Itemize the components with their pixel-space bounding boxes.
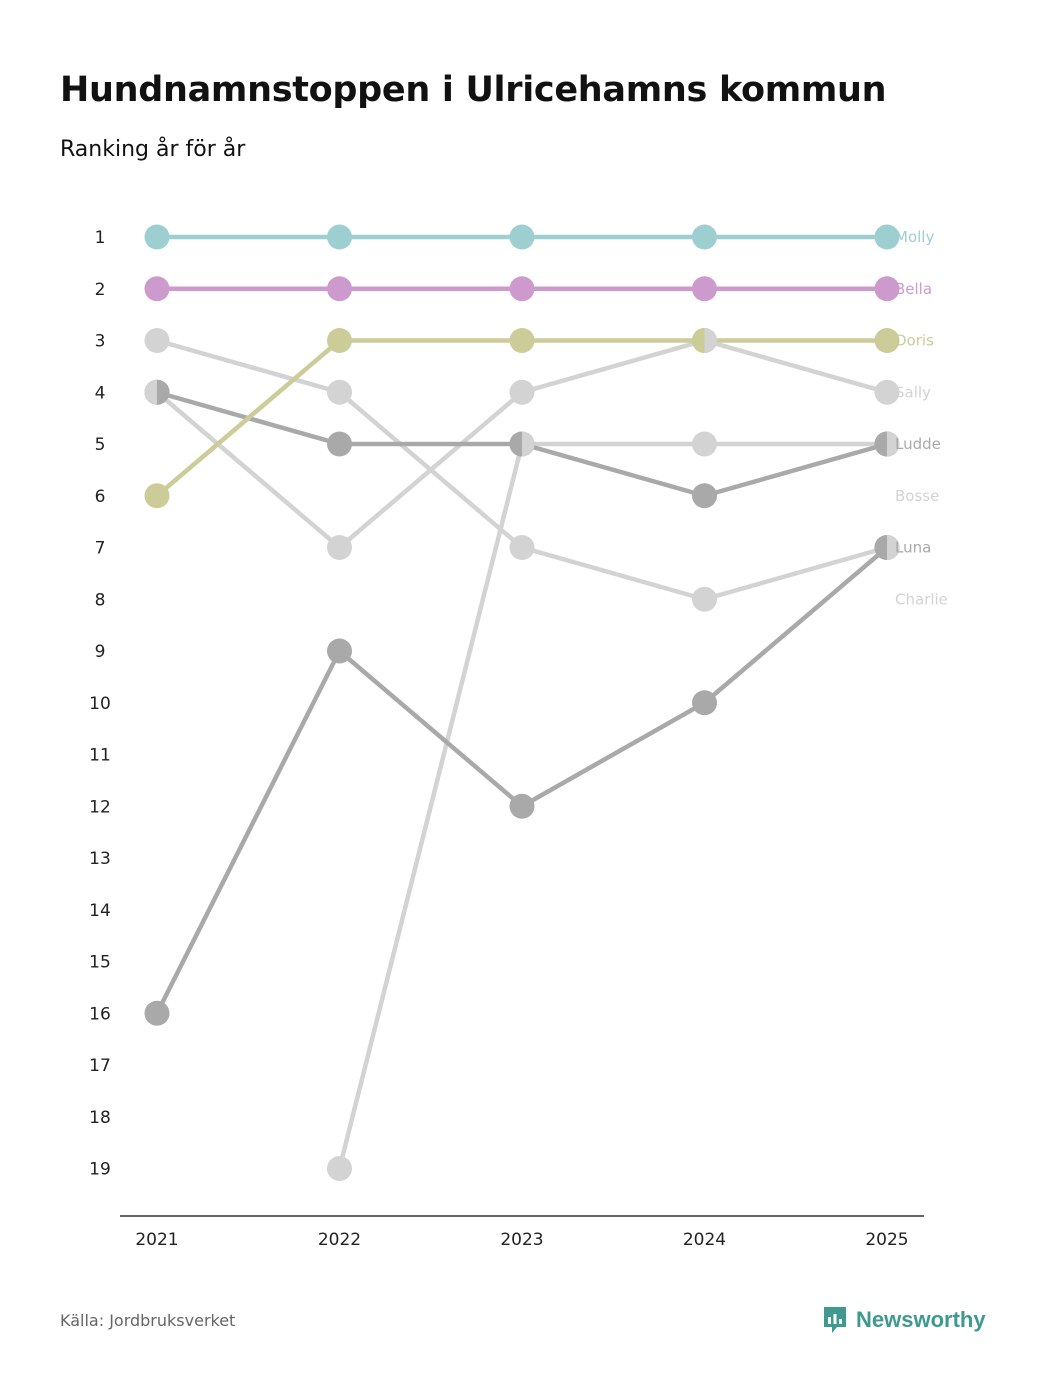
point-bella-2024 [692,276,717,302]
point-sally-2025 [874,379,900,405]
point-half-ludde-2025 [874,431,887,457]
point-half-sally-2024 [704,328,717,353]
point-half-sally-2021 [144,379,157,405]
y-tick-label: 4 [95,383,106,403]
point-half-bosse-2025 [887,431,900,457]
point-half-charlie-2025 [887,535,900,560]
series-lines [154,234,889,1170]
source-note: Källa: Jordbruksverket [60,1311,236,1330]
point-doris-2025 [874,328,900,353]
point-molly-2021 [144,224,170,250]
end-label-sally: Sally [895,383,931,401]
y-tick-label: 1 [95,228,106,248]
point-molly-2025 [874,224,900,250]
series-line-charlie [156,338,888,602]
point-half-bosse-2023 [522,431,535,457]
newsworthy-logo-icon [824,1307,846,1333]
point-charlie-2022 [327,379,352,405]
point-luna-2024 [692,690,717,716]
y-tick-label: 9 [95,642,106,662]
chart-title: Hundnamnstoppen i Ulricehamns kommun [60,70,887,110]
point-half-doris-2024 [692,328,705,353]
point-molly-2024 [692,224,717,250]
series-line-doris [155,338,887,498]
brand-name: Newsworthy [856,1307,986,1332]
point-luna-2022 [327,638,352,664]
series-end-labels: Molly Bella Doris Sally Ludde Bosse Luna Charli… [895,228,948,608]
point-sally-2022 [327,535,352,560]
y-tick-label: 10 [89,694,111,714]
brand-logo: Newsworthy [822,1305,986,1335]
y-tick-label: 11 [89,746,111,766]
y-tick-label: 17 [89,1056,111,1076]
y-tick-label: 12 [89,797,111,817]
point-ludde-2024 [692,483,717,509]
series-line-luna [154,545,889,1015]
point-bella-2023 [509,276,535,302]
x-tick-label: 2021 [135,1230,178,1250]
point-bosse-2024 [692,431,717,457]
end-label-bosse: Bosse [895,487,939,505]
y-tick-label: 14 [89,901,111,921]
y-tick-label: 3 [95,332,106,352]
point-ludde-2022 [327,431,352,457]
point-molly-2022 [327,224,352,250]
end-label-luna: Luna [895,539,931,557]
x-tick-label: 2024 [683,1230,726,1250]
x-tick-label: 2022 [318,1230,361,1250]
end-label-bella: Bella [895,280,932,298]
y-tick-label: 5 [95,435,106,455]
end-label-doris: Doris [895,332,934,350]
x-tick-label: 2025 [865,1230,908,1250]
point-charlie-2023 [509,535,535,560]
end-label-ludde: Ludde [895,435,941,453]
y-tick-label: 15 [89,953,111,973]
y-tick-label: 8 [95,590,106,610]
y-tick-label: 16 [89,1004,111,1024]
point-doris-2023 [509,328,535,353]
y-tick-label: 19 [89,1160,111,1180]
point-charlie-2021 [144,328,170,353]
point-bella-2025 [874,276,900,302]
point-charlie-2024 [692,586,717,612]
point-bella-2022 [327,276,352,302]
y-tick-label: 6 [95,487,106,507]
y-tick-label: 13 [89,849,111,869]
end-label-molly: Molly [895,228,934,246]
chart-subtitle: Ranking år för år [60,137,246,162]
series-line-bosse [337,441,887,1170]
point-half-ludde-2023 [509,431,522,457]
point-bella-2021 [144,276,170,302]
y-tick-label: 7 [95,539,106,559]
series-points [144,224,900,1181]
point-luna-2023 [509,793,535,819]
y-tick-label: 2 [95,280,106,300]
y-tick-label: 18 [89,1108,111,1128]
point-doris-2022 [327,328,352,353]
point-luna-2021 [144,1000,170,1026]
point-doris-2021 [144,483,170,509]
point-sally-2023 [509,379,535,405]
x-tick-label: 2023 [500,1230,543,1250]
end-label-charlie: Charlie [895,590,948,608]
point-half-ludde-2021 [157,379,170,405]
point-molly-2023 [509,224,535,250]
x-axis-ticks: 2021 2022 2023 2024 2025 [135,1230,908,1250]
point-bosse-2022 [327,1156,352,1181]
point-half-luna-2025 [874,535,887,560]
